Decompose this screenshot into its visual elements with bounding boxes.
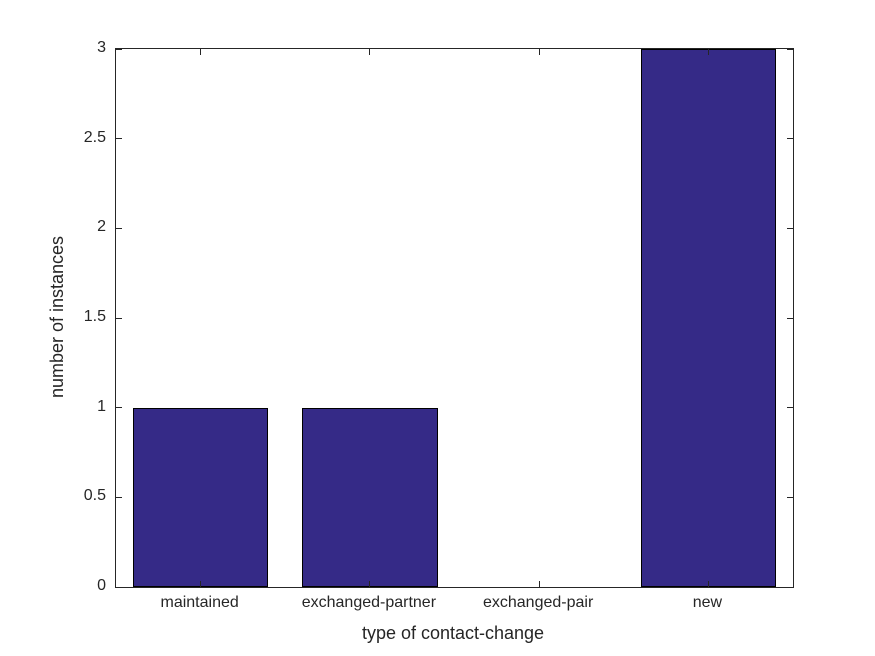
y-tick xyxy=(116,496,122,498)
x-tick xyxy=(369,49,371,55)
y-tick xyxy=(787,138,793,140)
x-tick-label: exchanged-partner xyxy=(301,594,437,611)
y-tick xyxy=(787,317,793,319)
y-tick xyxy=(116,586,122,588)
bar-new xyxy=(640,49,777,587)
y-tick-label: 1 xyxy=(97,397,106,415)
y-tick xyxy=(116,317,122,319)
x-tick xyxy=(200,49,202,55)
y-tick-label: 0.5 xyxy=(83,487,106,505)
y-tick xyxy=(116,407,122,409)
y-tick xyxy=(787,48,793,50)
x-tick xyxy=(538,581,540,587)
x-tick xyxy=(369,581,371,587)
y-tick xyxy=(787,496,793,498)
x-tick xyxy=(707,49,709,55)
y-tick-label: 1.5 xyxy=(83,308,106,325)
x-axis-label: type of contact-change xyxy=(361,623,545,643)
y-tick-label: 2 xyxy=(97,218,106,236)
ticks-layer xyxy=(116,48,793,588)
y-tick xyxy=(787,586,793,588)
y-axis-label: number of instances xyxy=(47,235,67,399)
x-tick xyxy=(538,49,540,55)
x-tick-label: exchanged-pair xyxy=(482,594,594,611)
x-tick-label: new xyxy=(692,594,723,611)
x-tick xyxy=(707,581,709,587)
x-tick xyxy=(200,581,202,587)
y-tick xyxy=(116,227,122,229)
y-tick xyxy=(116,48,122,50)
bar-maintained xyxy=(132,407,269,587)
y-tick xyxy=(116,138,122,140)
y-tick-label: 0 xyxy=(97,577,106,594)
plot-area xyxy=(115,48,794,588)
bar-exchanged-partner xyxy=(302,407,438,587)
y-tick xyxy=(787,227,793,229)
y-tick-label: 2.5 xyxy=(83,128,106,146)
x-tick-label: maintained xyxy=(160,594,239,611)
y-tick xyxy=(787,407,793,409)
y-tick-label: 3 xyxy=(97,39,106,56)
